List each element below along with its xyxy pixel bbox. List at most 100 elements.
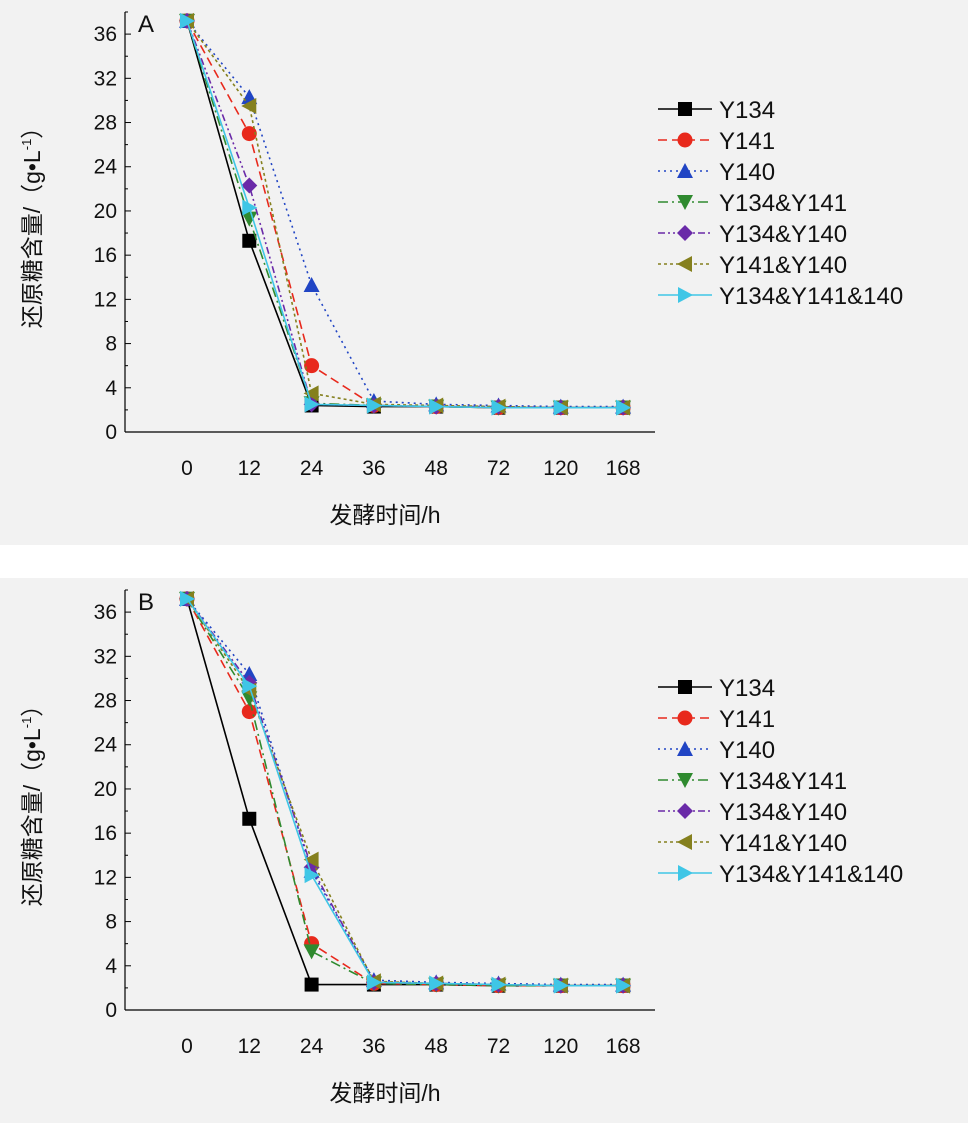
panel-b-x-tick-label: 120 bbox=[543, 1035, 578, 1058]
panel-b-series-line-y134-y141-140 bbox=[186, 598, 624, 987]
panel-b-legend-label-y140: Y140 bbox=[719, 737, 775, 764]
panel-a-y-tick-label: 24 bbox=[94, 156, 118, 179]
panel-a-y-ticks: 0 4 8 12 16 20 24 28 32 36 bbox=[94, 11, 131, 444]
panel-b-legend-marker-y141-y140 bbox=[677, 834, 692, 850]
panel-a-x-tick-label: 120 bbox=[543, 457, 578, 480]
panel-a-x-axis-title: 发酵时间/h bbox=[329, 502, 440, 528]
panel-a-legend-marker-y141-y140 bbox=[677, 256, 692, 272]
panel-b-data-point-y134-y141-140 bbox=[429, 975, 445, 992]
panel-a-x-ticks: 0 12 24 36 48 72 120 168 bbox=[181, 457, 640, 480]
panel-b-y-tick-label: 28 bbox=[94, 690, 117, 713]
panel-b-y-axis-title: 还原糖含量/（g•L-1） bbox=[19, 694, 45, 907]
panel-b-x-axis-title: 发酵时间/h bbox=[329, 1080, 440, 1106]
panel-a-data-point-y134-y141-140 bbox=[366, 397, 382, 414]
panel-b-data-point-y134-y141-140 bbox=[242, 678, 258, 695]
panel-a-x-tick-label: 0 bbox=[181, 457, 193, 480]
panel-b-x-tick-label: 36 bbox=[362, 1035, 385, 1058]
panel-a-data-point-y134-y141-140 bbox=[429, 398, 445, 415]
panel-a-data-point-y134-y141-140 bbox=[616, 399, 632, 416]
panel-a-legend-marker-y134-y141-140 bbox=[678, 287, 693, 303]
panel-a-legend-label-y134-y140: Y134&Y140 bbox=[719, 221, 847, 248]
panel-a-legend-marker-y134 bbox=[678, 102, 692, 116]
panel-a-legend-marker-y134-y141 bbox=[677, 195, 693, 210]
panel-a-data-point-y140 bbox=[303, 277, 320, 292]
panel-a-y-tick-label: 8 bbox=[105, 333, 117, 356]
panel-b-y-tick-label: 12 bbox=[94, 866, 117, 889]
panel-a-y-tick-label: 12 bbox=[94, 288, 117, 311]
panel-b-y-tick-label: 8 bbox=[105, 911, 117, 934]
panel-b-x-tick-label: 48 bbox=[425, 1035, 448, 1058]
panel-a-legend-label-y134: Y134 bbox=[719, 97, 775, 124]
panel-b-data-point-y141-y140 bbox=[303, 851, 319, 868]
panel-a-data-point-y134-y140 bbox=[241, 177, 258, 194]
panel-b-data-point-y134-y141-140 bbox=[491, 976, 507, 993]
panel-b-x-tick-label: 72 bbox=[487, 1035, 510, 1058]
panel-a-data-point-y134-y141-140 bbox=[304, 396, 320, 413]
panel-b-legend-label-y134-y141: Y134&Y141 bbox=[719, 768, 847, 795]
panel-b-label: B bbox=[138, 589, 154, 616]
panel-b-y-tick-label: 20 bbox=[94, 778, 117, 801]
panel-separator bbox=[0, 545, 968, 578]
panel-a-y-axis-title: 还原糖含量/（g•L-1） bbox=[19, 116, 45, 329]
panel-b-series-line-y140 bbox=[186, 598, 624, 986]
panel-a-data-point-y141 bbox=[241, 126, 257, 142]
panel-b-legend: Y134 Y141 Y140 Y134&Y141 Y134&Y140 Y141&Y140 Y… bbox=[658, 675, 903, 888]
panel-b-y-tick-label: 32 bbox=[94, 645, 117, 668]
panel-a-x-tick-label: 36 bbox=[362, 457, 385, 480]
panel-a-x-tick-label: 48 bbox=[425, 457, 448, 480]
panel-a-y-tick-label: 16 bbox=[94, 244, 117, 267]
panel-b-y-ticks: 0 4 8 12 16 20 24 28 32 36 bbox=[94, 589, 131, 1022]
panel-b-background bbox=[0, 578, 968, 1123]
panel-a-label: A bbox=[138, 11, 154, 38]
panel-a-y-tick-label: 28 bbox=[94, 112, 117, 135]
panel-b-legend-marker-y134-y140 bbox=[677, 803, 693, 819]
panel-a-x-tick-label: 12 bbox=[238, 457, 261, 480]
panel-b-legend-label-y134-y140: Y134&Y140 bbox=[719, 799, 847, 826]
panel-a-legend-marker-y140 bbox=[677, 163, 693, 178]
panel-a-legend-label-y134-y141-140: Y134&Y141&140 bbox=[719, 283, 903, 310]
panel-b-x-tick-label: 0 bbox=[181, 1035, 193, 1058]
panel-a-legend-marker-y134-y140 bbox=[677, 225, 693, 241]
panel-b-data-point-y134 bbox=[242, 811, 257, 826]
panel-a-legend-label-y134-y141: Y134&Y141 bbox=[719, 190, 847, 217]
panel-b-data-point-y134-y141-140 bbox=[553, 977, 569, 994]
panel-b-legend-label-y141-y140: Y141&Y140 bbox=[719, 830, 847, 857]
panel-a-x-tick-label: 72 bbox=[487, 457, 510, 480]
panel-a-y-tick-label: 20 bbox=[94, 200, 117, 223]
panel-a-y-axis-title-close: ） bbox=[19, 116, 45, 139]
panel-b-y-axis-title-sup: -1 bbox=[19, 717, 34, 729]
panel-a-data-point-y141 bbox=[304, 358, 320, 374]
panel-b-y-axis-title-close: ） bbox=[19, 694, 45, 717]
panel-a-legend-label-y140: Y140 bbox=[719, 159, 775, 186]
panel-b-data-point-y134-y141 bbox=[303, 944, 320, 960]
panel-b-y-tick-label: 36 bbox=[94, 601, 117, 624]
panel-b-x-tick-label: 168 bbox=[606, 1035, 641, 1058]
panel-a-series-line-y134-y141-140 bbox=[186, 20, 624, 409]
panel-a-background bbox=[0, 0, 968, 545]
panel-b-legend-label-y141: Y141 bbox=[719, 706, 775, 733]
panel-b-x-ticks: 0 12 24 36 48 72 120 168 bbox=[181, 1035, 640, 1058]
panel-a-y-axis-title-main: 还原糖含量/（g•L bbox=[19, 150, 45, 328]
panel-a-legend-label-y141: Y141 bbox=[719, 128, 775, 155]
panel-a-legend: Y134 Y141 Y140 Y134&Y141 Y134&Y140 Y141&Y140 Y… bbox=[658, 97, 903, 310]
panel-b-legend-label-y134-y141-140: Y134&Y141&140 bbox=[719, 861, 903, 888]
panel-a-data-point-y134-y141-140 bbox=[553, 399, 569, 416]
panel-b-y-tick-label: 4 bbox=[105, 955, 117, 978]
panel-b-legend-marker-y134 bbox=[678, 680, 692, 694]
panel-b-y-tick-label: 16 bbox=[94, 822, 117, 845]
panel-b-legend-marker-y140 bbox=[677, 741, 693, 756]
panel-a-y-tick-label: 4 bbox=[105, 377, 117, 400]
panel-b-x-tick-label: 24 bbox=[300, 1035, 324, 1058]
panel-b-data-point-y134-y141-140 bbox=[616, 977, 632, 994]
panel-b-legend-label-y134: Y134 bbox=[719, 675, 775, 702]
panel-a-y-tick-label: 0 bbox=[105, 421, 117, 444]
panel-a-data-point-y134-y141 bbox=[241, 211, 258, 227]
panel-a-y-axis-title-sup: -1 bbox=[19, 139, 34, 151]
panel-b-legend-marker-y134-y141-140 bbox=[678, 865, 693, 881]
panel-b-data-point-y134-y141-140 bbox=[180, 590, 195, 607]
panel-a-series-y134-y141-140 bbox=[180, 12, 632, 416]
panel-a-legend-label-y141-y140: Y141&Y140 bbox=[719, 252, 847, 279]
panel-a-legend-marker-y141 bbox=[677, 132, 693, 148]
